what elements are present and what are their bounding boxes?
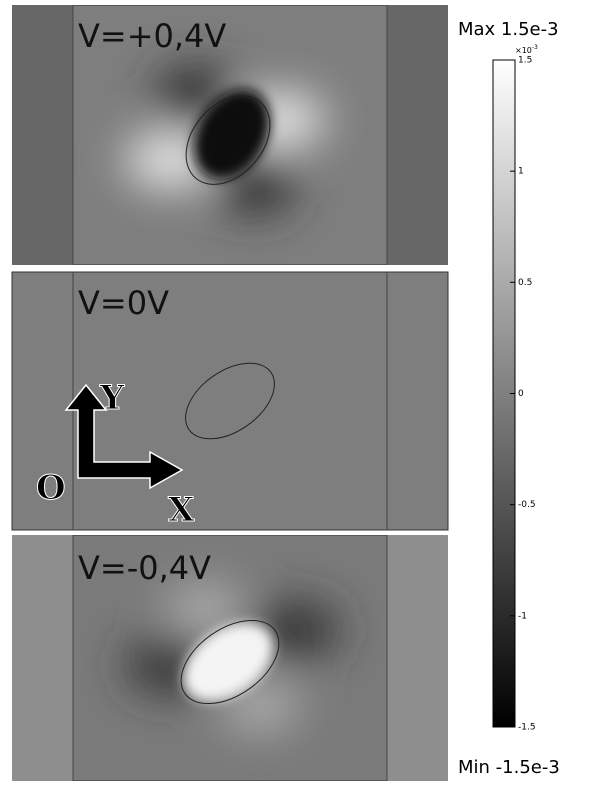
axis-label: X xyxy=(168,490,195,530)
tick-label: 0.5 xyxy=(518,278,532,288)
axis-label: Y xyxy=(99,378,125,418)
panel xyxy=(12,5,448,265)
panel-label: V=+0,4V xyxy=(78,17,226,55)
tick-label: 0 xyxy=(518,389,524,399)
tick-label: -1 xyxy=(518,611,527,621)
colorbar-ticks: 1.5 1 0.5 0 -0.5 -1 -1.5 xyxy=(510,56,536,733)
axis-arrows xyxy=(64,383,184,490)
panel-label: V=0V xyxy=(78,284,169,322)
colorbar-max: Max 1.5e-3 xyxy=(458,19,559,40)
panel xyxy=(11,271,449,531)
colorbar-multiplier: ×10-3 xyxy=(515,44,538,55)
panel-label: V=-0,4V xyxy=(78,549,211,587)
tick-label: 1 xyxy=(518,167,524,177)
axis-label: O xyxy=(36,468,66,508)
panel xyxy=(12,535,448,781)
tick-label: -0.5 xyxy=(518,500,536,510)
tick-label: -1.5 xyxy=(518,723,536,733)
multiplier: ×10 xyxy=(515,46,532,55)
exponent: -3 xyxy=(532,44,538,51)
colorbar-min: Min -1.5e-3 xyxy=(458,757,560,778)
tick-label: 1.5 xyxy=(518,56,532,66)
